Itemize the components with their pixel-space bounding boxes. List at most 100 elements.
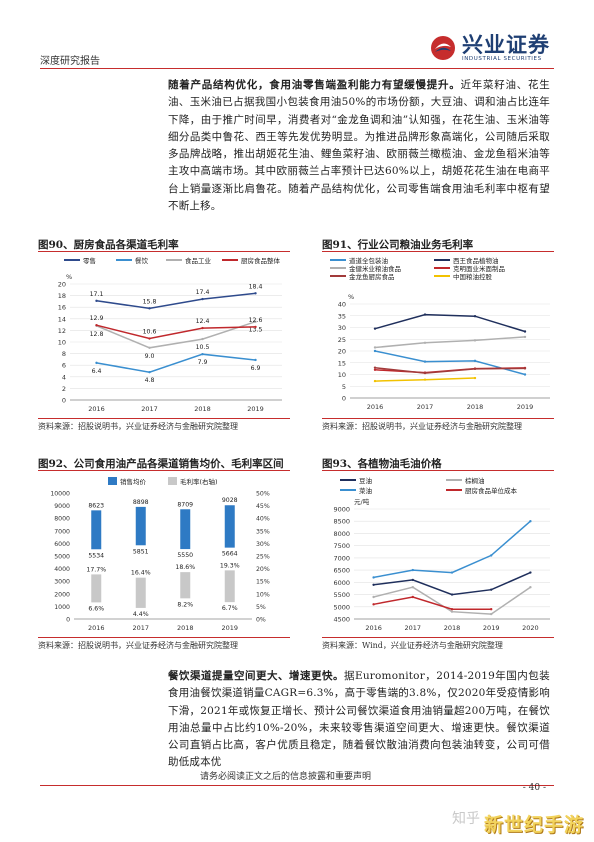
x-tick-label: 2019	[517, 403, 534, 411]
data-point	[201, 297, 204, 301]
data-label: 15.8	[143, 298, 157, 305]
y-tick-label-left: 0	[66, 617, 70, 624]
y-tick-label: 15	[338, 359, 346, 367]
y-tick-label-left: 7000	[54, 528, 70, 535]
y-tick-label: 6	[62, 362, 66, 370]
data-point	[490, 612, 493, 616]
y-tick-label: 16	[58, 304, 66, 312]
y-tick-label: 5000	[333, 603, 350, 611]
data-label: 6.4	[92, 368, 102, 375]
y-tick-label-right: 0%	[256, 617, 266, 624]
legend-label-4: 金龙鱼厨房食品	[349, 272, 395, 281]
x-tick-label: 2016	[365, 624, 382, 632]
y-tick-label: 40	[338, 301, 346, 309]
data-label: 13.5	[249, 327, 263, 334]
data-point	[373, 366, 377, 369]
report-type-label: 深度研究报告	[40, 56, 100, 67]
y-tick-label-left: 1000	[54, 604, 70, 611]
y-tick-label-right: 10%	[256, 591, 270, 598]
y-tick-label: 35	[338, 312, 346, 320]
y-tick-label: 9000	[333, 506, 350, 514]
data-point	[450, 610, 454, 613]
company-logo-icon	[431, 36, 455, 60]
y-tick-label: 20	[338, 348, 346, 356]
legend-label-0: 豆油	[359, 476, 372, 485]
range-bar-1	[91, 574, 102, 603]
y-tick-label-left: 2000	[54, 591, 70, 598]
series-line-0	[96, 292, 256, 310]
figure-92-title-rule	[38, 470, 290, 471]
page-number: - 40 -	[522, 783, 546, 793]
data-point	[411, 568, 414, 572]
figure-92-source: 资料来源：招股说明书，兴业证券经济与金融研究院整理	[38, 641, 238, 650]
legend-label-2: 金健米业粮油食品	[349, 264, 401, 273]
data-point	[423, 341, 427, 344]
legend-label-3: 厨房食品单位成本	[465, 486, 518, 495]
y-tick-label-left: 4000	[54, 566, 70, 573]
legend-swatch-0	[108, 477, 117, 485]
range-bar-1	[135, 577, 146, 608]
legend-label-1: 西王食品植物油	[453, 256, 499, 265]
data-point	[490, 608, 493, 611]
data-point	[450, 571, 454, 574]
series-line-3	[96, 324, 256, 340]
legend-label-2: 食品工业	[185, 256, 212, 265]
figure-91-source: 资料来源：招股说明书，兴业证券经济与金融研究院整理	[322, 422, 522, 431]
figure-93-source-rule	[322, 637, 554, 638]
range-bar-0	[91, 510, 102, 550]
figure-92-title: 图92、公司食用油产品各渠道销售均价、毛利率区间	[38, 458, 284, 470]
legend-label-0: 零售	[83, 256, 96, 265]
legend-label-3: 克明面业米面制品	[453, 264, 505, 273]
data-point	[523, 373, 527, 376]
figure-92-source-rule	[38, 637, 290, 638]
range-bar-1	[224, 570, 235, 603]
data-point	[473, 367, 477, 371]
y-tick-label-left: 5000	[54, 554, 70, 561]
y-tick-label: 18	[58, 292, 66, 300]
watermark-zhihu: 知乎	[452, 811, 480, 827]
data-label: 9.0	[145, 353, 155, 360]
data-label: 12.8	[90, 331, 104, 338]
figure-90-title: 图90、厨房食品各渠道毛利率	[38, 239, 179, 251]
y-tick-label: 5500	[333, 591, 350, 599]
y-axis-unit: %	[66, 273, 72, 281]
data-point	[95, 323, 98, 327]
x-tick-label: 2018	[467, 403, 484, 411]
company-logo: 兴业证券 INDUSTRIAL SECURITIES	[430, 34, 550, 62]
x-tick-label: 2020	[522, 624, 539, 632]
x-tick-label: 2019	[221, 624, 238, 632]
data-label-low: 8.2%	[177, 601, 193, 608]
footer-divider	[40, 785, 554, 786]
x-tick-label: 2017	[417, 403, 434, 411]
data-label: 12.6	[249, 317, 263, 324]
data-label-high: 9028	[222, 497, 238, 504]
data-point	[254, 320, 257, 323]
y-tick-label: 14	[58, 315, 66, 323]
data-label-low: 6.6%	[88, 605, 104, 612]
data-point	[95, 299, 98, 303]
range-bar-1	[180, 572, 191, 599]
data-label-low: 6.7%	[222, 605, 238, 612]
y-axis-unit: 元/吨	[354, 497, 370, 506]
data-point	[473, 359, 477, 363]
figure-90-source-rule	[38, 418, 290, 419]
x-tick-label: 2018	[177, 624, 194, 632]
data-point	[473, 376, 477, 380]
data-point	[423, 378, 427, 381]
figure-91-source-rule	[322, 418, 554, 419]
x-tick-label: 2019	[483, 624, 500, 632]
y-tick-label-right: 5%	[256, 604, 266, 611]
data-point	[423, 360, 427, 363]
y-tick-label-left: 8000	[54, 516, 70, 523]
x-tick-label: 2018	[194, 405, 211, 413]
figure-91-chart: % 0 5 10 15 20 25 30 35 40 2016 2017 2018 2019 道道全包装油 西…	[330, 256, 550, 411]
legend-label-3: 厨房食品整体	[241, 256, 281, 265]
data-label-high: 17.7%	[86, 566, 106, 573]
y-axis-unit: %	[348, 293, 354, 301]
data-label-low: 5851	[133, 548, 149, 555]
legend-label-5: 中国粮油控股	[453, 272, 493, 281]
data-label: 10.5	[196, 344, 210, 351]
y-tick-label: 8	[62, 350, 66, 358]
data-point	[411, 595, 414, 599]
figure-91-title-rule	[322, 251, 554, 252]
